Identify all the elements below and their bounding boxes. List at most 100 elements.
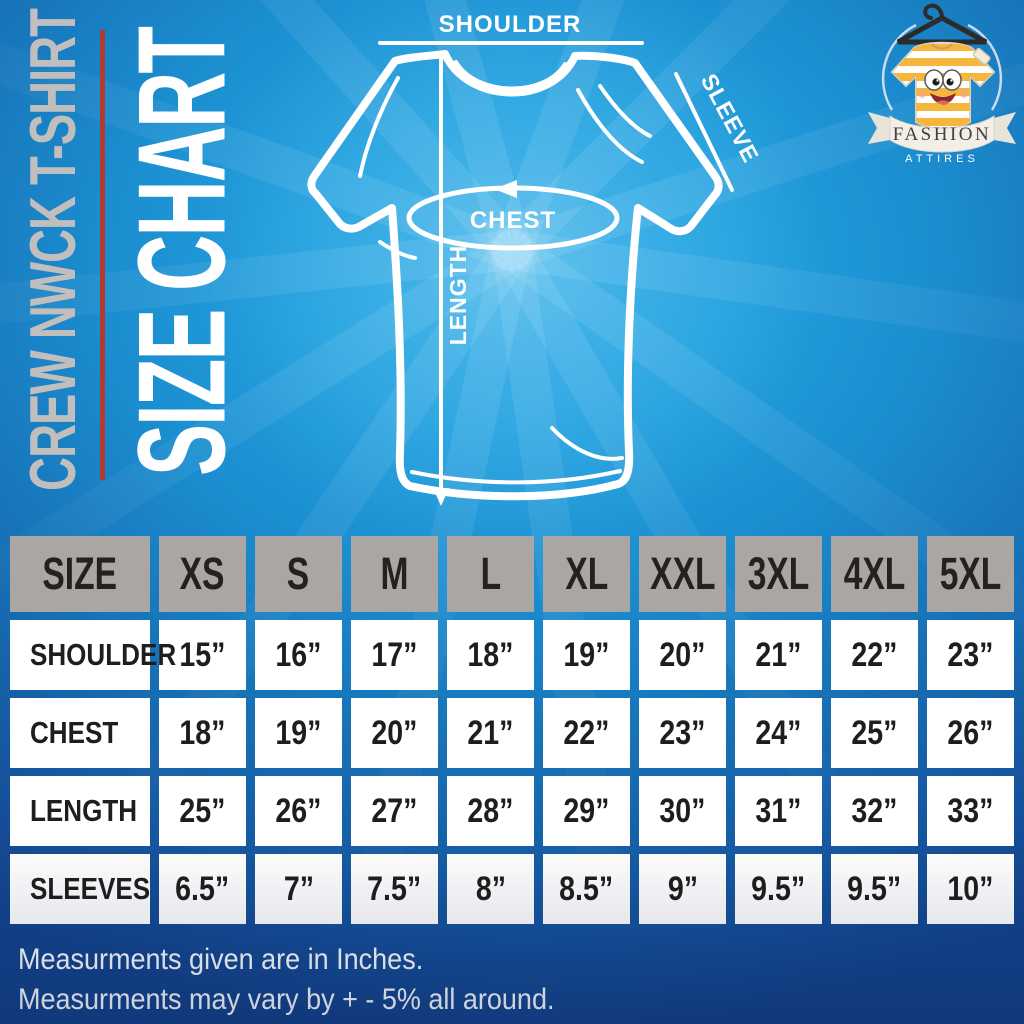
cell-shoulder-3xl-text: 21”	[755, 636, 801, 675]
logo-tshirt-icon	[890, 41, 996, 130]
cell-shoulder-l: 18”	[447, 620, 534, 690]
cell-length-xs: 25”	[159, 776, 246, 846]
cell-length-s: 26”	[255, 776, 342, 846]
cell-length-3xl: 31”	[735, 776, 822, 846]
cell-length-xxl-text: 30”	[659, 792, 705, 831]
cell-sleeves-s: 7”	[255, 854, 342, 924]
cell-chest-m: 20”	[351, 698, 438, 768]
logo-circle-arc-left	[881, 23, 917, 111]
cell-shoulder-5xl: 23”	[927, 620, 1014, 690]
chest-arrowhead	[494, 180, 517, 198]
cell-length-s-text: 26”	[275, 792, 321, 831]
header-cell-4xl-text: 4XL	[844, 548, 906, 600]
header-cell-5xl: 5XL	[927, 536, 1014, 612]
chest-label: CHEST	[470, 207, 556, 234]
cell-length-xl: 29”	[543, 776, 630, 846]
cell-sleeves-xl-text: 8.5”	[560, 870, 614, 909]
cell-length-xs-text: 25”	[179, 792, 225, 831]
cell-shoulder-xl: 19”	[543, 620, 630, 690]
collar-inner	[454, 60, 567, 91]
length-label: LENGTH	[445, 245, 471, 346]
shoulder-label: SHOULDER	[439, 11, 582, 38]
red-divider-line	[100, 30, 105, 480]
logo-brand-top: FASHION	[893, 124, 991, 145]
cell-chest-4xl: 25”	[831, 698, 918, 768]
wrinkle-left-armpit	[378, 240, 417, 260]
cell-length-xl-text: 29”	[563, 792, 609, 831]
cell-chest-xl-text: 22”	[563, 714, 609, 753]
cell-shoulder-xs: 15”	[159, 620, 246, 690]
size-table: SIZE XS S M L XL XXL 3XL 4XL 5XL SHOULDER15” 16” 17”…	[10, 536, 1014, 924]
cell-shoulder-m-text: 17”	[371, 636, 417, 675]
row-label-shoulder: SHOULDER	[10, 620, 176, 690]
cell-length-5xl: 33”	[927, 776, 1014, 846]
cell-length-l-text: 28”	[467, 792, 513, 831]
cell-chest-xs-text: 18”	[179, 714, 225, 753]
cell-sleeves-l: 8”	[447, 854, 534, 924]
cell-chest-xxl-text: 23”	[659, 714, 705, 753]
cell-length-4xl: 32”	[831, 776, 918, 846]
row-label-sleeves-text: SLEEVES	[30, 871, 150, 907]
header-cell-m-text: M	[381, 548, 409, 600]
cell-sleeves-s-text: 7”	[283, 870, 313, 909]
cell-sleeves-l-text: 8”	[475, 870, 505, 909]
cell-chest-l-text: 21”	[467, 714, 513, 753]
cell-sleeves-xl: 8.5”	[543, 854, 630, 924]
cell-sleeves-m: 7.5”	[351, 854, 438, 924]
cell-length-m-text: 27”	[371, 792, 417, 831]
cell-chest-xs: 18”	[159, 698, 246, 768]
cell-shoulder-s: 16”	[255, 620, 342, 690]
cell-length-xxl: 30”	[639, 776, 726, 846]
cell-shoulder-4xl: 22”	[831, 620, 918, 690]
header-cell-s: S	[255, 536, 342, 612]
cell-chest-l: 21”	[447, 698, 534, 768]
header-cell-xxl: XXL	[639, 536, 726, 612]
header-cell-m: M	[351, 536, 438, 612]
logo-ribbon: FASHION ATTIRES	[868, 112, 1016, 165]
header-cell-size-text: SIZE	[43, 548, 118, 600]
cell-sleeves-5xl: 10”	[927, 854, 1014, 924]
footer-note-line1: Measurments given are in Inches.	[18, 940, 554, 980]
header-cell-4xl: 4XL	[831, 536, 918, 612]
header-cell-3xl-text: 3XL	[748, 548, 810, 600]
header-cell-s-text: S	[287, 548, 309, 600]
cell-sleeves-4xl: 9.5”	[831, 854, 918, 924]
cell-chest-5xl: 26”	[927, 698, 1014, 768]
sleeve-tag	[972, 47, 991, 65]
header-cell-l-text: L	[480, 548, 501, 600]
row-label-chest-text: CHEST	[30, 715, 118, 751]
cell-shoulder-xs-text: 15”	[179, 636, 225, 675]
header-cell-l: L	[447, 536, 534, 612]
cell-chest-s: 19”	[255, 698, 342, 768]
cell-shoulder-l-text: 18”	[467, 636, 513, 675]
cell-chest-s-text: 19”	[275, 714, 321, 753]
row-label-length-text: LENGTH	[30, 793, 137, 829]
cell-length-3xl-text: 31”	[755, 792, 801, 831]
row-label-sleeves: SLEEVES	[10, 854, 150, 924]
cell-sleeves-3xl: 9.5”	[735, 854, 822, 924]
wrinkle-left-sleeve	[358, 76, 400, 178]
header-cell-xl: XL	[543, 536, 630, 612]
cell-chest-m-text: 20”	[371, 714, 417, 753]
sleeve-measure-line	[674, 72, 734, 192]
header-cell-xxl-text: XXL	[650, 548, 715, 600]
cell-length-l: 28”	[447, 776, 534, 846]
cell-sleeves-xxl: 9”	[639, 854, 726, 924]
collar-outer	[441, 50, 579, 97]
wrinkle-right-collar-1	[576, 88, 644, 164]
header-cell-5xl-text: 5XL	[940, 548, 1002, 600]
cell-chest-3xl-text: 24”	[755, 714, 801, 753]
cell-chest-4xl-text: 25”	[851, 714, 897, 753]
cell-sleeves-m-text: 7.5”	[368, 870, 422, 909]
cell-sleeves-4xl-text: 9.5”	[848, 870, 902, 909]
cell-sleeves-xs: 6.5”	[159, 854, 246, 924]
cell-shoulder-xxl: 20”	[639, 620, 726, 690]
cell-shoulder-3xl: 21”	[735, 620, 822, 690]
hem-line	[410, 469, 622, 485]
footer-notes: Measurments given are in Inches. Measurm…	[18, 940, 554, 1020]
cell-chest-xl: 22”	[543, 698, 630, 768]
header-cell-xs-text: XS	[180, 548, 225, 600]
